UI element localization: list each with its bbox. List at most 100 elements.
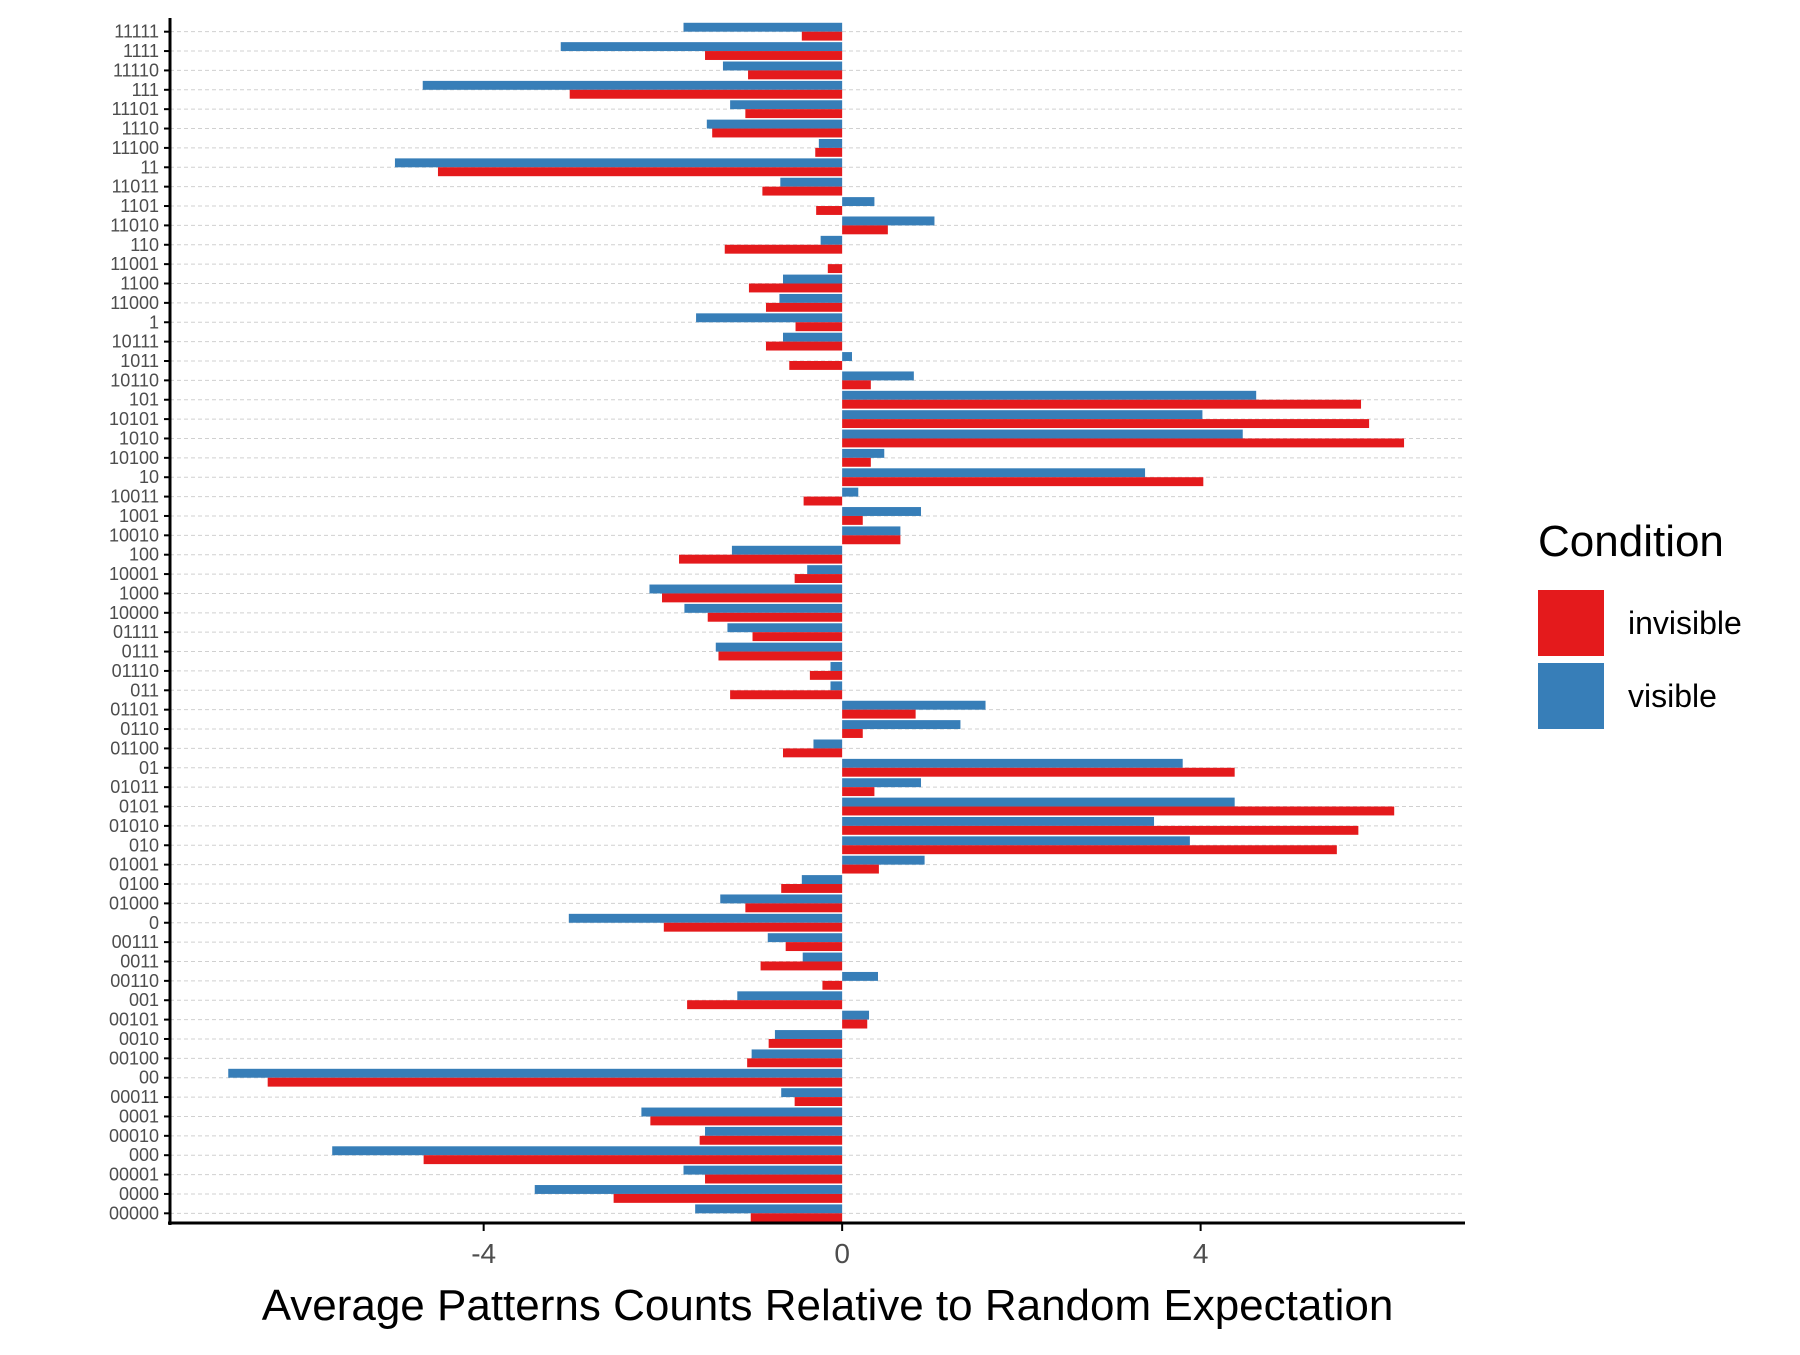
bar-visible [830,662,842,671]
bar-invisible [662,593,842,602]
bar-invisible [614,1194,843,1203]
bar-visible [821,236,843,245]
bar-invisible [796,322,843,331]
bar-visible [684,1166,843,1175]
bar-visible [842,197,874,206]
y-tick-label: 11100 [112,138,159,158]
bar-visible [737,991,842,1000]
bar-visible [695,1204,842,1213]
bar-visible [842,352,852,361]
bar-invisible [842,419,1369,428]
bar-visible [727,623,842,632]
bar-invisible [828,264,842,273]
bar-visible [842,817,1154,826]
bar-invisible [664,923,842,932]
y-tick-label: 1000 [119,583,159,603]
bar-visible [716,643,842,652]
y-tick-label: 11111 [114,22,159,42]
y-tick-label: 0111 [122,642,159,662]
bar-invisible [570,90,842,99]
y-tick-label: 00000 [109,1203,159,1223]
bar-visible [752,1049,843,1058]
bar-visible [842,720,960,729]
bar-invisible [842,477,1203,486]
y-tick-label: 1010 [119,428,159,448]
bar-visible [779,294,842,303]
y-tick-label: 10111 [112,332,159,352]
bar-invisible [751,1213,842,1222]
legend-swatch-invisible [1538,590,1604,656]
bar-invisible [268,1078,842,1087]
y-tick-label: 01011 [110,777,159,797]
y-tick-label: 10011 [110,487,159,507]
bar-visible [720,894,842,903]
y-tick-label: 0101 [119,797,159,817]
y-tick-label: 10110 [110,370,159,390]
x-tick-label: 4 [1193,1238,1209,1269]
y-tick-label: 10101 [109,409,159,429]
bar-visible [775,1030,842,1039]
y-tick-label: 0011 [120,951,159,971]
bar-invisible [795,574,842,583]
bar-invisible [718,652,842,661]
bar-visible [842,856,924,865]
y-tick-label: 01100 [110,738,159,758]
bar-visible [732,546,842,555]
y-tick-label: 01110 [112,661,159,681]
y-tick-label: 1111 [123,41,159,61]
bar-invisible [745,109,842,118]
y-tick-label: 0100 [119,874,159,894]
bar-visible [569,914,842,923]
y-tick-label: 00 [139,1068,159,1088]
y-tick-label: 11011 [112,177,159,197]
bar-invisible [786,942,842,951]
bar-visible [641,1108,842,1117]
y-tick-label: 01111 [113,622,159,642]
bar-invisible [842,807,1394,816]
y-tick-label: 10001 [109,564,159,584]
bar-invisible [687,1000,842,1009]
y-tick-label: 000 [129,1145,159,1165]
legend-title: Condition [1538,517,1724,566]
bar-visible [780,178,842,187]
y-tick-label: 11010 [110,215,159,235]
y-tick-label: 10 [139,467,159,487]
bar-visible [842,1011,869,1020]
bar-invisible [842,438,1404,447]
y-tick-label: 00001 [109,1165,159,1185]
y-tick-label: 11110 [113,60,159,80]
y-tick-label: 111 [132,80,159,100]
y-tick-label: 110 [130,235,159,255]
y-tick-label: 11001 [110,254,159,274]
bar-visible [423,81,842,90]
y-tick-label: 01010 [109,816,159,836]
bar-invisible [842,768,1235,777]
bar-invisible [766,303,842,312]
bar-invisible [842,710,915,719]
y-tick-label: 1 [149,312,159,332]
bar-visible [707,120,842,129]
bar-visible [842,836,1190,845]
bar-invisible [842,729,863,738]
bar-invisible [747,1058,842,1067]
bar-invisible [842,845,1337,854]
bar-visible [684,23,843,32]
bar-visible [842,488,858,497]
y-tick-label: 1101 [120,196,159,216]
x-tick-label: 0 [834,1238,850,1269]
bar-invisible [725,245,842,254]
bar-invisible [700,1136,842,1145]
bar-visible [842,449,884,458]
bar-visible [783,333,842,342]
bar-visible [803,953,842,962]
bar-visible [842,526,900,535]
y-tick-label: 00010 [109,1126,159,1146]
y-tick-label: 0001 [119,1106,159,1126]
bar-invisible [730,690,842,699]
y-tick-label: 01000 [109,893,159,913]
bar-invisible [842,458,871,467]
y-tick-label: 1110 [122,119,159,139]
y-tick-label: 101 [129,390,159,410]
bar-invisible [842,826,1358,835]
bar-invisible [842,787,874,796]
